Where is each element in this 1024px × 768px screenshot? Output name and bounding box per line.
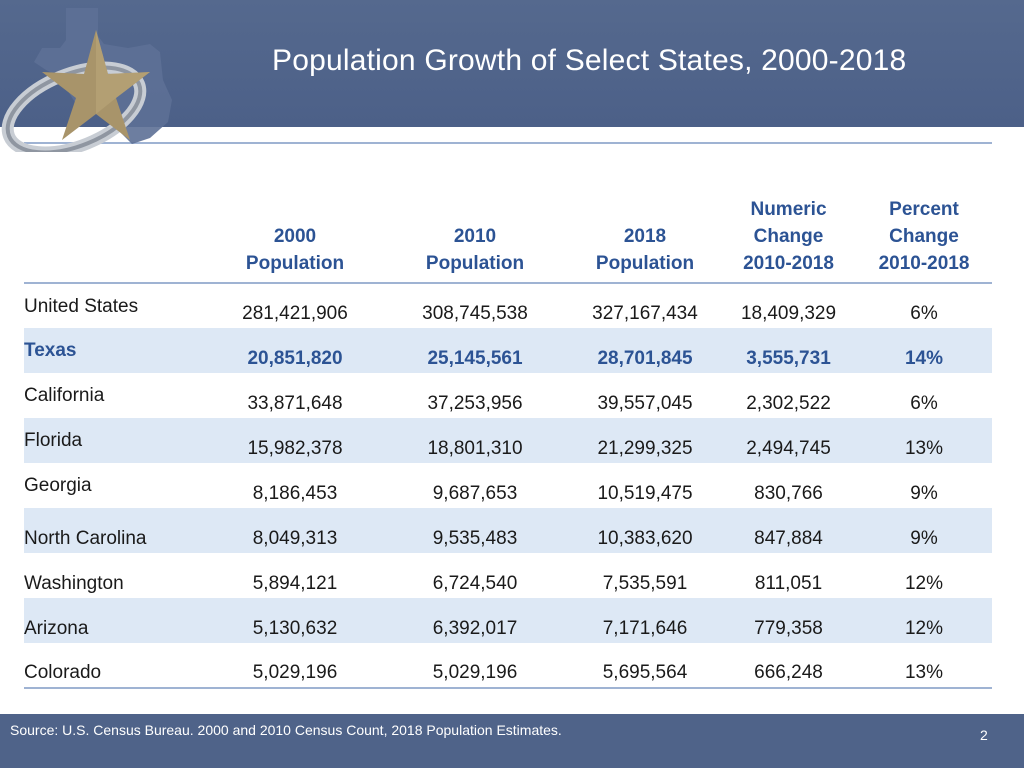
state-name: Texas [24,328,209,373]
pop-2010: 6,724,540 [432,573,518,594]
pop-2010: 18,801,310 [381,418,569,463]
header-percent-change: Percent Change 2010-2018 [856,196,992,284]
table-row: Washington 5,894,121 6,724,540 7,535,591… [24,553,992,598]
state-name: Florida [24,418,209,463]
percent-change: 6% [910,393,938,414]
state-name: North Carolina [24,508,209,553]
pop-2010: 25,145,561 [381,328,569,373]
percent-change: 9% [856,508,992,553]
header-2018-population: 2018 Population [569,196,721,284]
texas-star-logo-icon [1,8,172,152]
population-table: 2000 Population 2010 Population 2018 Pop… [24,196,992,689]
table-row: North Carolina 8,049,313 9,535,483 10,38… [24,508,992,553]
numeric-change: 2,494,745 [721,418,856,463]
table-row: United States 281,421,906 308,745,538 32… [24,283,992,328]
pop-2010: 6,392,017 [381,598,569,643]
footer-band [0,714,1024,768]
table-row: Arizona 5,130,632 6,392,017 7,171,646 77… [24,598,992,643]
state-name: Washington [24,573,124,594]
pop-2000: 5,130,632 [209,598,381,643]
pop-2018: 10,519,475 [597,483,693,504]
pop-2000: 33,871,648 [247,393,343,414]
source-note: Source: U.S. Census Bureau. 2000 and 201… [10,722,562,738]
numeric-change: 811,051 [754,573,823,594]
state-name: Georgia [24,475,92,496]
percent-change: 6% [910,303,938,324]
pop-2010: 9,535,483 [381,508,569,553]
header-2010-population: 2010 Population [381,196,569,284]
table-row: Florida 15,982,378 18,801,310 21,299,325… [24,418,992,463]
numeric-change: 830,766 [754,483,823,504]
state-name: Arizona [24,598,209,643]
table-row: Colorado 5,029,196 5,029,196 5,695,564 6… [24,643,992,689]
header-divider [24,142,992,144]
pop-2018: 28,701,845 [569,328,721,373]
pop-2018: 21,299,325 [569,418,721,463]
pop-2010: 37,253,956 [427,393,523,414]
pop-2000: 15,982,378 [209,418,381,463]
table-header-row: 2000 Population 2010 Population 2018 Pop… [24,196,992,284]
pop-2018: 7,171,646 [569,598,721,643]
pop-2000: 8,049,313 [209,508,381,553]
numeric-change: 2,302,522 [746,393,831,414]
percent-change: 13% [856,643,992,689]
pop-2018: 5,695,564 [569,643,721,689]
numeric-change: 779,358 [721,598,856,643]
header-name [24,196,209,284]
pop-2000: 8,186,453 [252,483,338,504]
table-row: California 33,871,648 37,253,956 39,557,… [24,373,992,418]
page-title: Population Growth of Select States, 2000… [272,44,907,77]
state-name: California [24,385,105,406]
numeric-change: 18,409,329 [740,303,837,324]
percent-change: 13% [856,418,992,463]
pop-2010: 308,745,538 [422,303,528,324]
pop-2000: 20,851,820 [209,328,381,373]
pop-2010: 5,029,196 [381,643,569,689]
header-2000-population: 2000 Population [209,196,381,284]
table-row: Georgia 8,186,453 9,687,653 10,519,475 8… [24,463,992,508]
state-name: United States [24,296,139,317]
header-numeric-change: Numeric Change 2010-2018 [721,196,856,284]
percent-change: 12% [856,598,992,643]
page-number: 2 [980,727,988,743]
state-name: Colorado [24,643,209,689]
numeric-change: 847,884 [721,508,856,553]
pop-2000: 5,894,121 [252,573,338,594]
table-row-texas: Texas 20,851,820 25,145,561 28,701,845 3… [24,328,992,373]
pop-2018: 327,167,434 [592,303,698,324]
numeric-change: 666,248 [721,643,856,689]
pop-2018: 39,557,045 [597,393,693,414]
pop-2018: 7,535,591 [602,573,688,594]
percent-change: 14% [856,328,992,373]
percent-change: 9% [910,483,938,504]
pop-2010: 9,687,653 [432,483,518,504]
pop-2000: 5,029,196 [209,643,381,689]
percent-change: 12% [904,573,944,594]
pop-2000: 281,421,906 [242,303,348,324]
numeric-change: 3,555,731 [721,328,856,373]
pop-2018: 10,383,620 [569,508,721,553]
